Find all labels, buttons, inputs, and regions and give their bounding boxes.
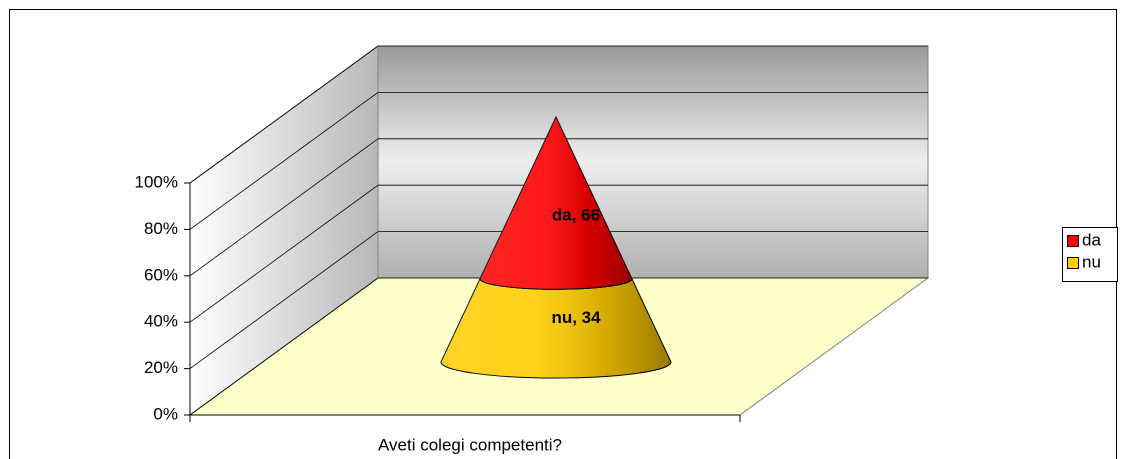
y-tick-label: 60% [144,265,178,284]
legend-swatch [1067,235,1079,247]
y-tick-label: 100% [135,172,178,191]
grid-line [189,138,379,277]
y-tick-label: 40% [144,312,178,331]
data-label: nu, 34 [551,308,601,327]
grid-line [189,92,379,230]
legend-swatch [1067,257,1079,269]
legend-label: da [1082,230,1101,249]
cone-shade [441,278,671,378]
back-wall [377,45,929,279]
y-tick-label: 20% [144,358,178,377]
data-label: da, 66 [552,205,600,224]
cone-shade [480,117,632,290]
x-tick-label: Aveti colegi competenti? [378,435,562,454]
grid-line [189,277,379,416]
grid-line [189,45,379,184]
legend-label: nu [1082,252,1101,271]
y-tick-label: 0% [153,404,178,423]
y-tick-label: 80% [144,219,178,238]
grid-line [189,231,379,369]
grid-line [189,184,379,323]
